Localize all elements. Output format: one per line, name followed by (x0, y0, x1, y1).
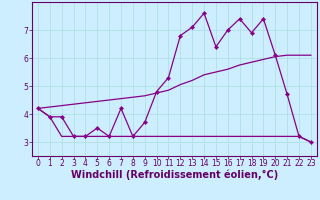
X-axis label: Windchill (Refroidissement éolien,°C): Windchill (Refroidissement éolien,°C) (71, 170, 278, 180)
